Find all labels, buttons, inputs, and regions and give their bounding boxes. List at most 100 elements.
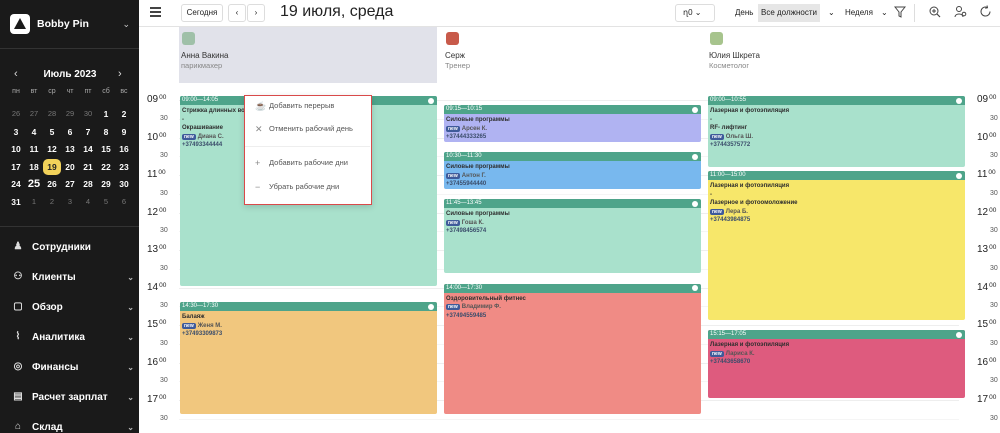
- appointment-block[interactable]: 11:45—13:45 Силовые программы new Гоша К. +3…: [444, 199, 701, 274]
- view-week-button[interactable]: Неделя: [845, 8, 873, 17]
- calendar-day[interactable]: 28: [83, 179, 93, 189]
- calendar-day[interactable]: 24: [11, 179, 21, 189]
- calendar-day[interactable]: 4: [31, 127, 37, 137]
- sidebar-item-1[interactable]: ♟ Сотрудники: [12, 238, 134, 256]
- calendar-day[interactable]: 26: [11, 109, 21, 118]
- calendar-day[interactable]: 29: [101, 179, 111, 189]
- calendar-day[interactable]: 30: [119, 179, 129, 189]
- location-select[interactable]: ղ0 ⌄: [675, 4, 715, 22]
- menu-add-break[interactable]: ☕ Добавить перерыв: [245, 98, 370, 114]
- appointment-block[interactable]: 09:15—10:15 Силовые программы new Арсен К. +…: [444, 105, 701, 142]
- calendar-day[interactable]: 1: [31, 197, 37, 206]
- calendar-day[interactable]: 4: [85, 197, 91, 206]
- sidebar-item-4[interactable]: ⌇ Аналитика ⌄: [12, 328, 134, 346]
- context-menu: ☕ Добавить перерыв ✕ Отменить рабочий день…: [244, 95, 372, 205]
- calendar-day[interactable]: 16: [119, 144, 129, 154]
- calendar-day[interactable]: 26: [47, 179, 57, 189]
- calendar-day[interactable]: 14: [83, 144, 93, 154]
- calendar-day[interactable]: 15: [101, 144, 111, 154]
- calendar-day[interactable]: 27: [65, 179, 75, 189]
- sidebar-item-5[interactable]: ◎ Финансы ⌄: [12, 358, 134, 376]
- next-day-button[interactable]: ›: [247, 4, 265, 22]
- filter-icon[interactable]: [894, 6, 906, 18]
- calendar-day[interactable]: 30: [83, 109, 93, 118]
- sidebar-item-label: Аналитика: [32, 331, 85, 343]
- appointment-block[interactable]: 09:00—10:55 Лазерная и фотоэпиляция - RF- л…: [708, 96, 965, 167]
- staff-column-header[interactable]: Анна Вакина парикмахер: [179, 27, 437, 83]
- calendar-day[interactable]: 12: [47, 144, 57, 154]
- prev-day-button[interactable]: ‹: [228, 4, 246, 22]
- sidebar-item-3[interactable]: ▢ Обзор ⌄: [12, 298, 134, 316]
- calendar-day[interactable]: 20: [65, 162, 75, 172]
- staff-role: Тренер: [445, 61, 470, 70]
- client-phone: +37443658670: [710, 359, 751, 366]
- appointment-block[interactable]: 10:30—11:30 Силовые программы new Антон Г. +…: [444, 152, 701, 189]
- half-hour-label-right: 30: [990, 302, 998, 310]
- appointment-block[interactable]: 14:30—17:30 Балаяж new Женя М. +37493309873: [180, 302, 437, 414]
- view-day-button[interactable]: День: [735, 8, 754, 17]
- today-button[interactable]: Сегодня: [181, 4, 223, 22]
- refresh-icon[interactable]: [979, 5, 992, 18]
- calendar-prev-button[interactable]: ‹: [14, 68, 18, 80]
- menu-cancel-day[interactable]: ✕ Отменить рабочий день: [245, 121, 370, 137]
- calendar-day[interactable]: 3: [13, 127, 19, 137]
- calendar-day[interactable]: 6: [67, 127, 73, 137]
- client-line: new Диана С.: [182, 133, 435, 142]
- calendar-day[interactable]: 29: [65, 109, 75, 118]
- calendar-day[interactable]: 7: [85, 127, 91, 137]
- staff-column-header[interactable]: Юлия Шкрета Косметолог: [707, 27, 965, 83]
- calendar-day[interactable]: 3: [67, 197, 73, 206]
- client-name: Арсен К.: [461, 125, 488, 132]
- calendar-day[interactable]: 13: [65, 144, 75, 154]
- client-line: new Владимир Ф.: [446, 303, 699, 312]
- menu-icon[interactable]: [150, 7, 161, 17]
- brand-switcher[interactable]: Bobby Pin ⌄: [10, 12, 130, 36]
- calendar-day[interactable]: 9: [121, 127, 127, 137]
- calendar-day[interactable]: 8: [103, 127, 109, 137]
- client-name: Ольга Ш.: [725, 133, 754, 140]
- calendar-day[interactable]: 2: [121, 109, 127, 119]
- calendar-day-today[interactable]: 19: [43, 159, 61, 175]
- appointment-block[interactable]: 11:00—15:00 Лазерная и фотоэпиляция - Лазер…: [708, 171, 965, 320]
- calendar-day[interactable]: 25: [27, 178, 41, 190]
- calendar-day[interactable]: 5: [103, 197, 109, 206]
- half-hour-label-right: 30: [990, 377, 998, 385]
- calendar-day[interactable]: 6: [121, 197, 127, 206]
- service-name: Лазерная и фотоэпиляция: [710, 108, 790, 114]
- calendar-day[interactable]: 31: [11, 197, 21, 207]
- sidebar-item-7[interactable]: ⌂ Склад ⌄: [12, 418, 134, 433]
- positions-filter[interactable]: Все должности: [758, 4, 820, 22]
- menu-add-days[interactable]: + Добавить рабочие дни: [245, 155, 370, 171]
- calendar-day[interactable]: 18: [29, 162, 39, 172]
- sidebar-item-2[interactable]: ⚇ Клиенты ⌄: [12, 268, 134, 286]
- calendar-day[interactable]: 5: [49, 127, 55, 137]
- appointment-details: Силовые программы new Гоша К. +37498456574: [444, 208, 701, 238]
- calendar-day[interactable]: 22: [101, 162, 111, 172]
- chevron-down-icon[interactable]: ⌄: [881, 8, 888, 17]
- appointment-time: 11:45—13:45: [444, 199, 701, 209]
- new-client-badge: new: [710, 350, 724, 357]
- calendar-day[interactable]: 17: [11, 162, 21, 172]
- sidebar-item-6[interactable]: ▤ Расчет зарплат ⌄: [12, 388, 134, 406]
- calendar-day[interactable]: 23: [119, 162, 129, 172]
- calendar-day[interactable]: 2: [49, 197, 55, 206]
- appointment-block[interactable]: 14:00—17:30 Оздоровительный фитнес new Влад…: [444, 283, 701, 414]
- calendar-day[interactable]: 1: [103, 109, 109, 119]
- chevron-down-icon[interactable]: ⌄: [828, 8, 835, 17]
- calendar-day[interactable]: 10: [11, 144, 21, 154]
- hour-label-left: 1000: [147, 132, 166, 143]
- minute-value: 00: [989, 356, 997, 364]
- minute-value: 00: [989, 131, 997, 139]
- zoom-icon[interactable]: [929, 6, 941, 18]
- half-hour-label-right: 30: [990, 339, 998, 347]
- user-settings-icon[interactable]: [954, 5, 967, 18]
- menu-remove-days[interactable]: − Убрать рабочие дни: [245, 179, 370, 195]
- users-icon: ⚇: [13, 271, 23, 282]
- calendar-next-button[interactable]: ›: [118, 68, 122, 80]
- calendar-day[interactable]: 21: [83, 162, 93, 172]
- appointment-block[interactable]: 15:15—17:05 Лазерная и фотоэпиляция new Лар…: [708, 330, 965, 399]
- calendar-day[interactable]: 11: [29, 144, 39, 154]
- calendar-day[interactable]: 27: [29, 109, 39, 118]
- calendar-day[interactable]: 28: [47, 109, 57, 118]
- staff-column-header[interactable]: Серж Тренер: [443, 27, 701, 83]
